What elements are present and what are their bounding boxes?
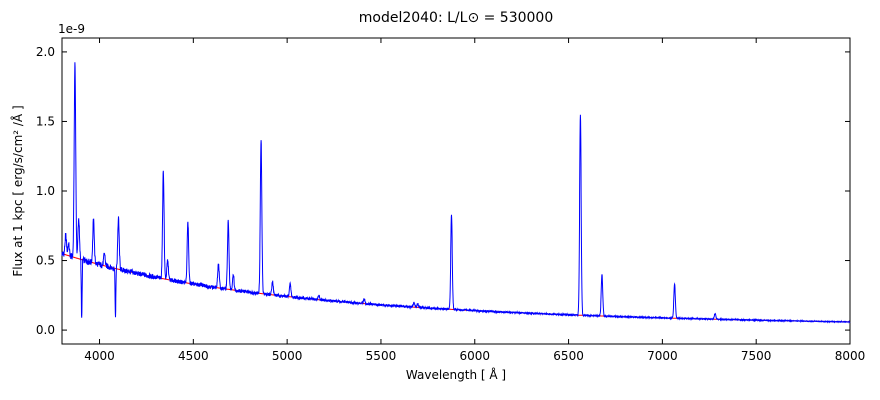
y-tick-label: 1.0 [36, 184, 55, 198]
y-tick-label: 0.0 [36, 323, 55, 337]
x-axis-label: Wavelength [ Å ] [405, 368, 507, 382]
x-tick-label: 5500 [366, 349, 397, 363]
x-tick-label: 4000 [84, 349, 115, 363]
x-tick-label: 8000 [835, 349, 866, 363]
x-tick-label: 4500 [178, 349, 209, 363]
y-tick-label: 1.5 [36, 114, 55, 128]
x-tick-label: 6000 [459, 349, 490, 363]
x-tick-label: 7500 [741, 349, 772, 363]
x-tick-label: 7000 [647, 349, 678, 363]
chart-title: model2040: L/L⊙ = 530000 [358, 10, 554, 26]
axes-frame [61, 37, 851, 345]
y-tick-label: 2.0 [36, 45, 55, 59]
x-tick-label: 6500 [553, 349, 584, 363]
x-tick-label: 5000 [272, 349, 303, 363]
y-tick-label: 0.5 [36, 254, 55, 268]
continuum-line [61, 253, 850, 323]
spectrum-line [61, 62, 851, 324]
y-axis-offset-label: 1e-9 [58, 22, 85, 36]
